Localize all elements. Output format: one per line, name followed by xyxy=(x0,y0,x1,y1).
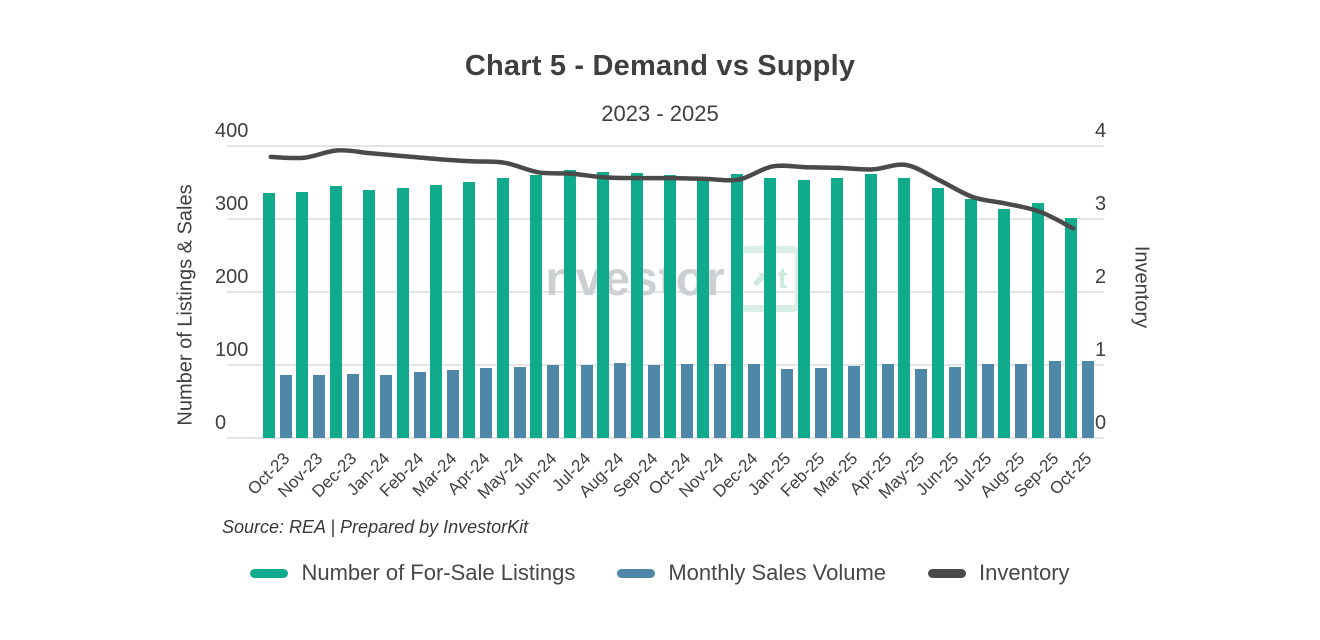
listings-bar[interactable] xyxy=(965,198,977,438)
listings-bar[interactable] xyxy=(496,178,509,438)
sales-bar[interactable] xyxy=(681,364,693,438)
sales-bar[interactable] xyxy=(915,368,928,438)
listings-bar[interactable] xyxy=(898,178,911,438)
sales-bar[interactable] xyxy=(547,365,560,438)
sales-bar[interactable] xyxy=(413,372,426,438)
listings-bar[interactable] xyxy=(630,173,643,438)
sales-swatch-icon xyxy=(617,568,656,578)
legend-label: Inventory xyxy=(979,560,1070,585)
sales-bar[interactable] xyxy=(881,364,894,438)
sales-bar[interactable] xyxy=(747,364,760,438)
legend-label: Monthly Sales Volume xyxy=(668,560,887,585)
chart-subtitle: 2023 - 2025 xyxy=(601,101,719,126)
sales-bar[interactable] xyxy=(781,368,794,438)
legend-item-inventory[interactable]: Inventory xyxy=(928,560,1070,586)
listings-bar[interactable] xyxy=(396,188,409,438)
listings-bar[interactable] xyxy=(831,178,844,438)
sales-bar[interactable] xyxy=(380,374,392,438)
listings-bar[interactable] xyxy=(931,188,944,438)
left-axis-title: Number of Listings & Sales xyxy=(174,184,197,426)
listings-swatch-icon xyxy=(250,568,289,578)
listings-bar[interactable] xyxy=(463,181,476,438)
right-y-tick-label: 4 xyxy=(1095,120,1107,142)
listings-bar[interactable] xyxy=(329,186,342,438)
listings-bar[interactable] xyxy=(864,173,877,438)
listings-bar[interactable] xyxy=(296,192,309,438)
right-y-tick-label: 1 xyxy=(1095,339,1107,361)
sales-bar[interactable] xyxy=(313,374,326,438)
sales-bar[interactable] xyxy=(948,366,961,438)
left-y-tick-label: 400 xyxy=(215,120,249,142)
listings-bar[interactable] xyxy=(597,171,610,438)
sales-bar[interactable] xyxy=(480,367,493,438)
listings-bar[interactable] xyxy=(797,179,810,438)
left-y-tick-label: 300 xyxy=(215,193,249,215)
right-y-tick-label: 0 xyxy=(1095,412,1107,434)
source-note: Source: REA | Prepared by InvestorKit xyxy=(222,517,529,537)
sales-bar[interactable] xyxy=(1048,360,1061,438)
arrow-icon: ⬈ xyxy=(749,266,769,291)
left-y-tick-label: 100 xyxy=(215,339,249,361)
legend-item-sales[interactable]: Monthly Sales Volume xyxy=(617,560,886,586)
sales-bar[interactable] xyxy=(714,364,727,438)
sales-bar[interactable] xyxy=(580,365,593,438)
sales-bar[interactable] xyxy=(446,370,459,438)
y-gridline xyxy=(227,145,1104,147)
sales-bar[interactable] xyxy=(1015,364,1028,438)
listings-bar[interactable] xyxy=(697,178,710,438)
right-y-tick-label: 2 xyxy=(1095,266,1107,288)
listings-bar[interactable] xyxy=(429,185,442,438)
right-axis-title: Inventory xyxy=(1130,245,1153,329)
listings-bar[interactable] xyxy=(664,175,676,438)
listings-bar[interactable] xyxy=(1065,217,1078,438)
watermark-wordmark: Investor xyxy=(531,252,726,306)
sales-bar[interactable] xyxy=(346,373,359,438)
listings-bar[interactable] xyxy=(262,192,275,438)
listings-bar[interactable] xyxy=(363,189,375,438)
listings-bar[interactable] xyxy=(1031,202,1044,438)
sales-bar[interactable] xyxy=(848,365,861,438)
legend-label: Number of For-Sale Listings xyxy=(301,560,576,585)
listings-bar[interactable] xyxy=(563,170,576,438)
y-gridline xyxy=(227,437,1104,439)
left-y-tick-label: 200 xyxy=(215,266,249,288)
sales-bar[interactable] xyxy=(279,374,292,438)
sales-bar[interactable] xyxy=(814,367,827,438)
listings-bar[interactable] xyxy=(998,208,1011,438)
legend-item-listings[interactable]: Number of For-Sale Listings xyxy=(250,560,575,586)
sales-bar[interactable] xyxy=(513,366,526,438)
listings-bar[interactable] xyxy=(764,178,777,438)
sales-bar[interactable] xyxy=(614,362,627,438)
sales-bar[interactable] xyxy=(1082,360,1095,438)
inventory-swatch-icon xyxy=(928,568,967,578)
listings-bar[interactable] xyxy=(530,174,543,438)
sales-bar[interactable] xyxy=(982,364,994,438)
chart-title: Chart 5 - Demand vs Supply xyxy=(464,50,856,82)
legend: Number of For-Sale Listings Monthly Sale… xyxy=(0,560,1320,586)
listings-bar[interactable] xyxy=(730,173,743,438)
right-y-tick-label: 3 xyxy=(1095,193,1107,215)
sales-bar[interactable] xyxy=(647,365,660,438)
left-y-tick-label: 0 xyxy=(215,412,227,434)
